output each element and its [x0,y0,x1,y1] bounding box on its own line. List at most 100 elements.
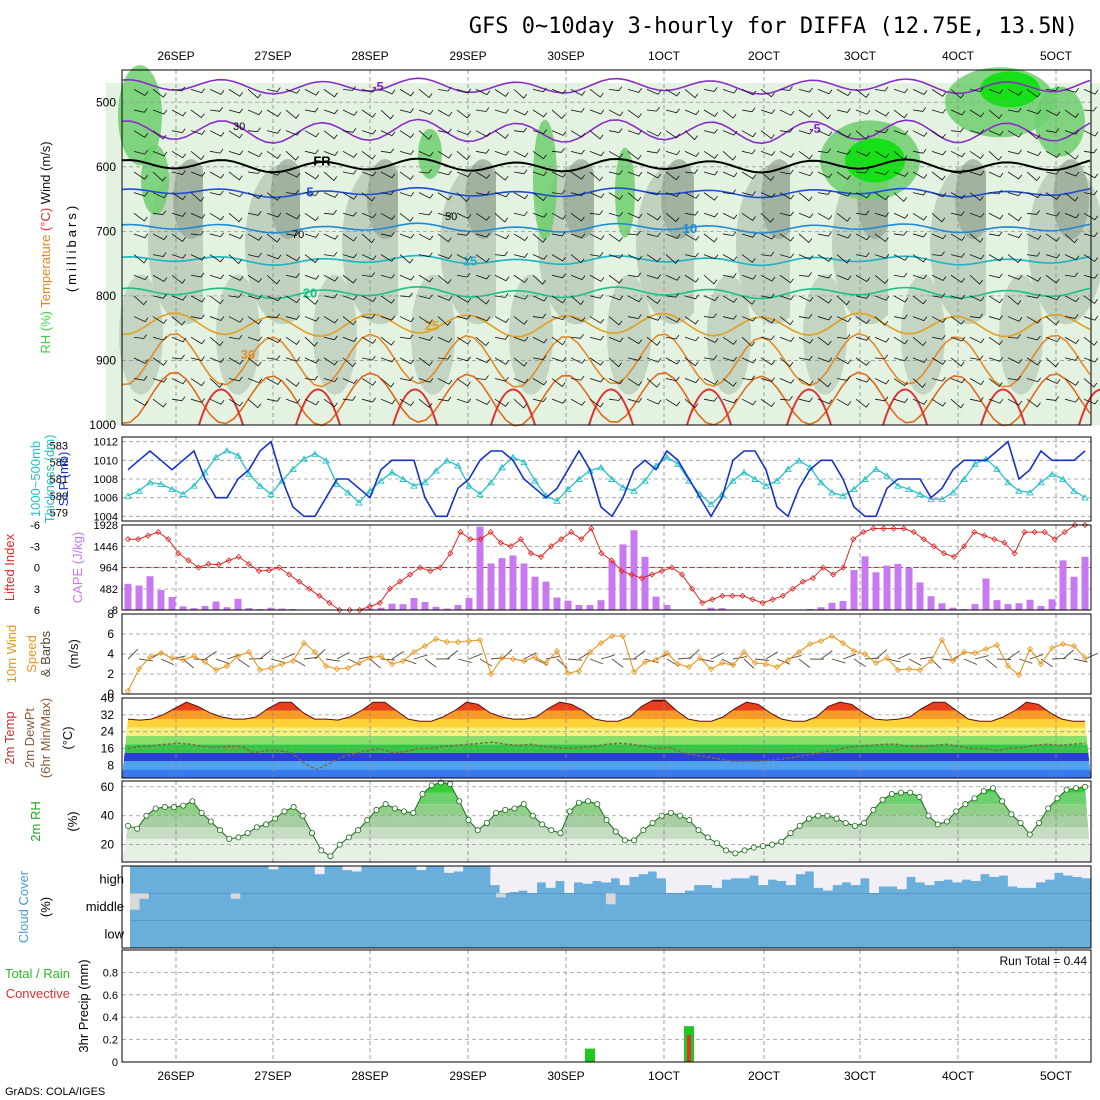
upper-wind-barbs [133,86,1099,409]
cloud-cover-cell [444,866,454,873]
thickness-point [729,477,737,484]
wind-barb [285,398,301,404]
lifted-index-point [910,529,917,536]
wind-barb [703,87,718,92]
wind-barb [874,192,889,201]
wind-barb [133,316,149,323]
wind-barb [494,233,510,240]
wind-barb [950,398,965,409]
wind-barb [266,295,282,302]
cape-tick-label: 964 [100,563,118,575]
wind-barb [969,109,985,118]
wind-barb [247,398,262,409]
wind-barb [304,398,320,406]
wind-barb [190,230,204,236]
wind-barb [361,314,376,319]
isotherm-label: FR [313,153,331,168]
wind-speed-point [201,658,209,666]
rh-point [999,798,1006,805]
cloud-cover-cell [490,866,501,886]
wind-barb [1083,357,1099,363]
wind-barb [399,274,415,281]
wind-barb [665,150,681,156]
surface-wind-barb [358,655,373,660]
wind-barb [228,254,242,265]
wind-barb [342,316,357,326]
wind-barb [874,170,889,176]
wind-barb [133,398,149,406]
pressure-tick-label: 1000 [89,418,116,432]
wind-barb [380,273,395,279]
wind-speed-point [366,654,374,662]
cloud-cover-cell [314,866,325,875]
surface-wind-barb [369,658,381,669]
cape-tick-label: 482 [100,584,118,596]
wind-barb [988,315,1003,320]
wind-barb [1007,357,1023,364]
cape-bar [663,605,671,610]
wind-barb [171,253,187,259]
thickness-point [971,460,979,467]
wind-barb [684,192,700,199]
wind-barb [627,192,642,202]
rh-shade-patch [901,274,945,395]
cape-tick-label: 8 [112,605,118,617]
wind-speed-point [740,648,748,656]
wind-barb [190,336,206,345]
upper-air-title-part: RH (%) [38,311,53,354]
panel-frame [121,780,1092,863]
rh-moist-patch [418,128,442,179]
wind-barb [988,254,1004,262]
lifted-index-point [447,550,454,557]
cloud-level-label: low [104,926,124,941]
wind-barb [722,356,738,362]
wind-barb [798,272,812,277]
wind-barb [342,192,358,200]
lifted-index-point [1031,529,1038,536]
surface-wind-barb [963,658,978,665]
wind-barb [988,171,1004,178]
wind-barb [247,252,262,258]
wind-barb [1045,295,1061,301]
wind-barb [627,254,643,261]
cloud-cover-cell [582,866,593,884]
wind-barb [589,274,605,282]
wind-barb [418,150,434,157]
wind-speed-point [355,659,363,667]
wind-barb [1026,233,1042,240]
wind-barb [437,254,453,259]
wind-barb [380,398,396,405]
wind-barb [874,150,890,159]
cape-bar [377,607,385,610]
wind-barb [836,357,852,365]
wind-barb [475,149,490,154]
cloud-cover-cell [638,866,648,875]
cloud-level-label: middle [86,899,124,914]
cloud-cover-cell [619,866,630,886]
rh-point [502,806,509,813]
pressure-tick-label: 900 [96,353,116,367]
wind-speed-point [1026,645,1034,653]
wind-barb [456,130,472,136]
wind-barb [950,253,965,258]
rh-point [907,789,914,796]
wind-barb [779,150,795,158]
wind-barb [1083,398,1099,405]
cape-bar [454,605,462,610]
wind-barb [779,274,794,284]
wind-barb [741,398,757,406]
lifted-index-point [668,564,676,571]
wind-barb [912,398,928,405]
wind-barb [456,272,471,278]
cape-bar [861,556,869,610]
wind-barb [551,130,567,136]
rh-point [355,827,362,834]
thickness-point [443,457,451,464]
wind-barb [456,171,472,178]
lifted-index-point [537,553,545,560]
wind-barb [684,169,699,174]
precip-total-bar [585,1048,595,1062]
rh-point [704,834,711,841]
cloud-cover-cell [647,866,658,872]
wind-barb [437,150,453,159]
